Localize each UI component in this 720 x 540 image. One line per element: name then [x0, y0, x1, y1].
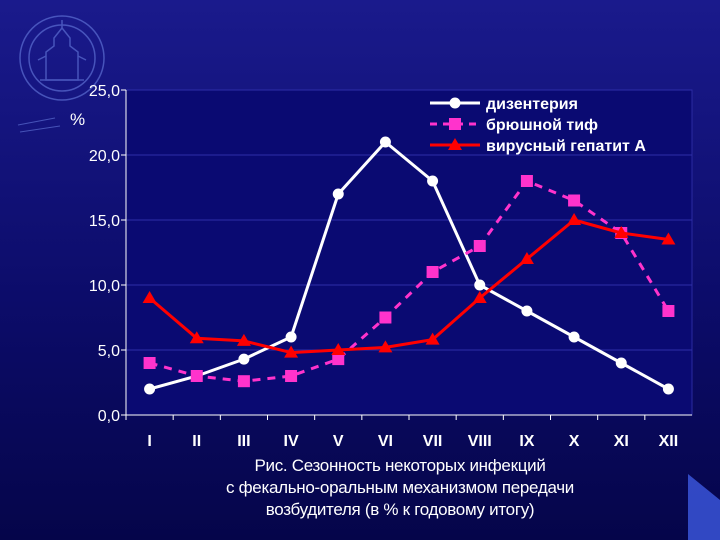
plot-area	[125, 89, 693, 416]
data-point-hepatitis-a	[614, 226, 629, 238]
y-tick-label: 5,0	[98, 343, 120, 360]
data-point-dysentery	[379, 136, 391, 148]
data-point-typhoid	[520, 175, 533, 187]
data-point-hepatitis-a	[567, 213, 582, 225]
data-point-dysentery	[615, 357, 627, 369]
y-tick-labels: 0,0 5,0 10,0 15,0 20,0 25,0	[89, 83, 120, 425]
x-tick-label: X	[569, 433, 580, 450]
data-point-dysentery	[144, 383, 156, 395]
x-tick-label: VI	[378, 433, 393, 450]
data-point-typhoid	[473, 240, 486, 252]
data-point-hepatitis-a	[331, 343, 346, 355]
data-point-typhoid	[143, 357, 156, 369]
caption-line-1: Рис. Сезонность некоторых инфекций	[254, 456, 546, 475]
data-point-hepatitis-a	[472, 291, 487, 303]
caption-line-2: с фекально-оральным механизмом передачи	[226, 478, 574, 497]
y-tick-label: 10,0	[89, 278, 120, 295]
x-tick-label: IX	[519, 433, 534, 450]
emblem-logo	[17, 15, 105, 133]
x-tick-label: V	[333, 433, 344, 450]
data-point-dysentery	[521, 305, 533, 317]
legend: дизентерия брюшной тиф вирусный гепатит А	[430, 96, 646, 155]
data-point-dysentery	[285, 331, 297, 343]
caption-line-3: возбудителя (в % к годовому итогу)	[265, 500, 535, 519]
data-point-typhoid	[190, 370, 203, 382]
y-tick-label: 20,0	[89, 148, 120, 165]
data-point-typhoid	[568, 194, 581, 207]
data-point-dysentery	[474, 279, 486, 291]
data-point-dysentery	[662, 383, 674, 395]
data-point-hepatitis-a	[236, 333, 251, 346]
x-tick-label: II	[192, 433, 201, 450]
legend-label-typhoid: брюшной тиф	[486, 117, 598, 134]
y-tick-label: 15,0	[89, 213, 120, 230]
data-point-hepatitis-a	[425, 332, 440, 345]
series-line-typhoid	[149, 179, 670, 383]
data-point-typhoid	[662, 305, 675, 317]
legend-label-hepatitis-a: вирусный гепатит А	[486, 138, 646, 155]
data-point-typhoid	[332, 353, 345, 366]
data-point-hepatitis-a	[519, 252, 534, 264]
legend-marker-dysentery	[449, 97, 461, 109]
x-tick-label: XI	[614, 433, 629, 450]
figure-caption: Рис. Сезонность некоторых инфекций с фек…	[120, 455, 680, 521]
data-point-typhoid	[426, 266, 439, 278]
data-point-typhoid	[379, 311, 392, 324]
data-point-dysentery	[238, 353, 250, 365]
series-group	[142, 136, 676, 395]
corner-decoration	[688, 474, 720, 540]
data-point-dysentery	[568, 331, 580, 343]
legend-marker-hepatitis-a	[448, 138, 462, 150]
x-tick-label: IV	[284, 433, 299, 450]
x-tick-label: VIII	[468, 433, 492, 450]
axes	[121, 89, 692, 420]
data-point-dysentery	[427, 175, 439, 187]
series-line-hepatitis-a	[148, 218, 669, 355]
x-tick-label: III	[237, 433, 250, 450]
x-tick-label: I	[147, 433, 151, 450]
legend-marker-typhoid	[449, 118, 461, 130]
x-tick-labels: I II III IV V VI VII VIII IX X XI XII	[147, 433, 678, 450]
data-point-hepatitis-a	[378, 340, 393, 353]
data-point-hepatitis-a	[284, 345, 299, 358]
data-point-dysentery	[332, 188, 344, 200]
y-tick-label: 0,0	[98, 408, 120, 425]
data-point-hepatitis-a	[661, 232, 676, 245]
legend-label-dysentery: дизентерия	[486, 96, 578, 113]
x-tick-label: VII	[423, 433, 443, 450]
y-tick-label: 25,0	[89, 83, 120, 100]
data-point-hepatitis-a	[189, 331, 204, 344]
data-point-hepatitis-a	[142, 291, 157, 303]
y-axis-label: %	[70, 110, 86, 129]
data-point-typhoid	[285, 370, 298, 382]
data-point-typhoid	[237, 375, 250, 388]
series-line-dysentery	[149, 140, 670, 391]
x-tick-label: XII	[659, 433, 679, 450]
